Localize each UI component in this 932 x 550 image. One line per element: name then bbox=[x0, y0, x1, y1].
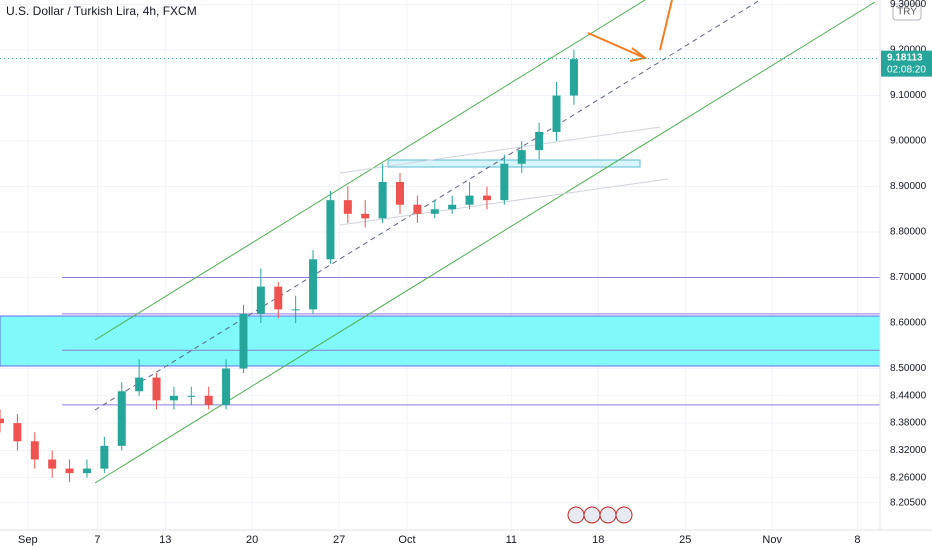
candle-body bbox=[378, 181, 387, 219]
trend-line bbox=[339, 126, 661, 174]
candle-body bbox=[517, 150, 526, 164]
resistance-box bbox=[387, 159, 641, 168]
x-tick-label: 25 bbox=[679, 534, 691, 546]
candle-body bbox=[204, 395, 213, 405]
candle-body bbox=[430, 209, 439, 214]
chart-title: U.S. Dollar / Turkish Lira, 4h, FXCM bbox=[6, 4, 197, 18]
x-tick-label: 13 bbox=[159, 534, 171, 546]
candle-body bbox=[396, 181, 404, 205]
price-axis bbox=[880, 0, 932, 550]
currency: TRY bbox=[897, 7, 917, 18]
projection-arrow bbox=[587, 0, 673, 62]
last-price-label: 9.18113 bbox=[887, 52, 923, 63]
candle-body bbox=[500, 163, 509, 201]
last-price-box bbox=[881, 50, 932, 77]
y-tick-label: 8.80000 bbox=[890, 227, 927, 238]
candle-body bbox=[30, 441, 39, 460]
candle-body bbox=[448, 204, 457, 210]
y-tick-label: 8.50000 bbox=[890, 363, 927, 374]
candle-body bbox=[326, 200, 335, 260]
y-tick-label: 8.26000 bbox=[890, 472, 927, 483]
candle-body bbox=[187, 395, 196, 397]
candle-body bbox=[239, 313, 248, 369]
candle-body bbox=[13, 423, 22, 442]
countdown: 02:08:20 bbox=[887, 64, 926, 75]
y-tick-label: 8.60000 bbox=[890, 318, 927, 329]
candle-body bbox=[0, 418, 4, 424]
candle-body bbox=[361, 213, 370, 219]
candle-body bbox=[100, 445, 109, 469]
y-tick-label: 8.20500 bbox=[890, 497, 927, 508]
y-tick-label: 9.20000 bbox=[890, 45, 927, 56]
candle-body bbox=[82, 468, 91, 474]
candle-body bbox=[413, 204, 422, 214]
x-tick-label: 18 bbox=[592, 534, 604, 546]
x-tick-label: 27 bbox=[333, 534, 345, 546]
grid-layer bbox=[0, 0, 880, 530]
channel-lower bbox=[94, 1, 876, 484]
y-tick-label: 8.38000 bbox=[890, 418, 927, 429]
candle-body bbox=[48, 459, 57, 469]
candle-body bbox=[465, 195, 474, 205]
y-tick-label: 8.44000 bbox=[890, 390, 927, 401]
candle-body bbox=[569, 59, 578, 96]
x-tick-label: 7 bbox=[94, 534, 100, 546]
y-tick-label: 8.32000 bbox=[890, 445, 927, 456]
channel-upper bbox=[94, 0, 646, 341]
y-tick-label: 8.70000 bbox=[890, 272, 927, 283]
candles bbox=[0, 50, 578, 483]
candle-body bbox=[222, 368, 231, 405]
x-tick-label: 11 bbox=[506, 534, 517, 546]
candle-body bbox=[256, 286, 265, 314]
candle-body bbox=[65, 468, 74, 474]
x-tick-label: Nov bbox=[762, 534, 782, 546]
x-tick-label: 20 bbox=[246, 534, 258, 546]
candle-body bbox=[152, 377, 161, 401]
candle-body bbox=[535, 131, 544, 151]
y-tick-label: 9.10000 bbox=[890, 90, 927, 101]
y-tick-label: 8.90000 bbox=[890, 181, 927, 192]
candle-body bbox=[135, 377, 144, 392]
y-tick-label: 9.00000 bbox=[890, 136, 927, 147]
candle-body bbox=[291, 309, 300, 311]
candle-body bbox=[169, 395, 178, 401]
candle-body bbox=[552, 95, 561, 132]
x-tick-label: Oct bbox=[398, 534, 415, 546]
x-tick-label: 8 bbox=[854, 534, 860, 546]
x-tick-label: Sep bbox=[18, 534, 38, 546]
event-icons bbox=[567, 506, 633, 524]
candle-body bbox=[482, 195, 491, 201]
candle-body bbox=[309, 259, 318, 310]
currency-badge[interactable] bbox=[892, 3, 922, 21]
candle-body bbox=[343, 200, 352, 214]
candle-body bbox=[117, 391, 126, 446]
support-zone bbox=[0, 315, 881, 367]
y-tick-label: 9.30000 bbox=[890, 0, 927, 10]
channel-mid bbox=[94, 0, 761, 411]
candle-body bbox=[274, 286, 283, 310]
